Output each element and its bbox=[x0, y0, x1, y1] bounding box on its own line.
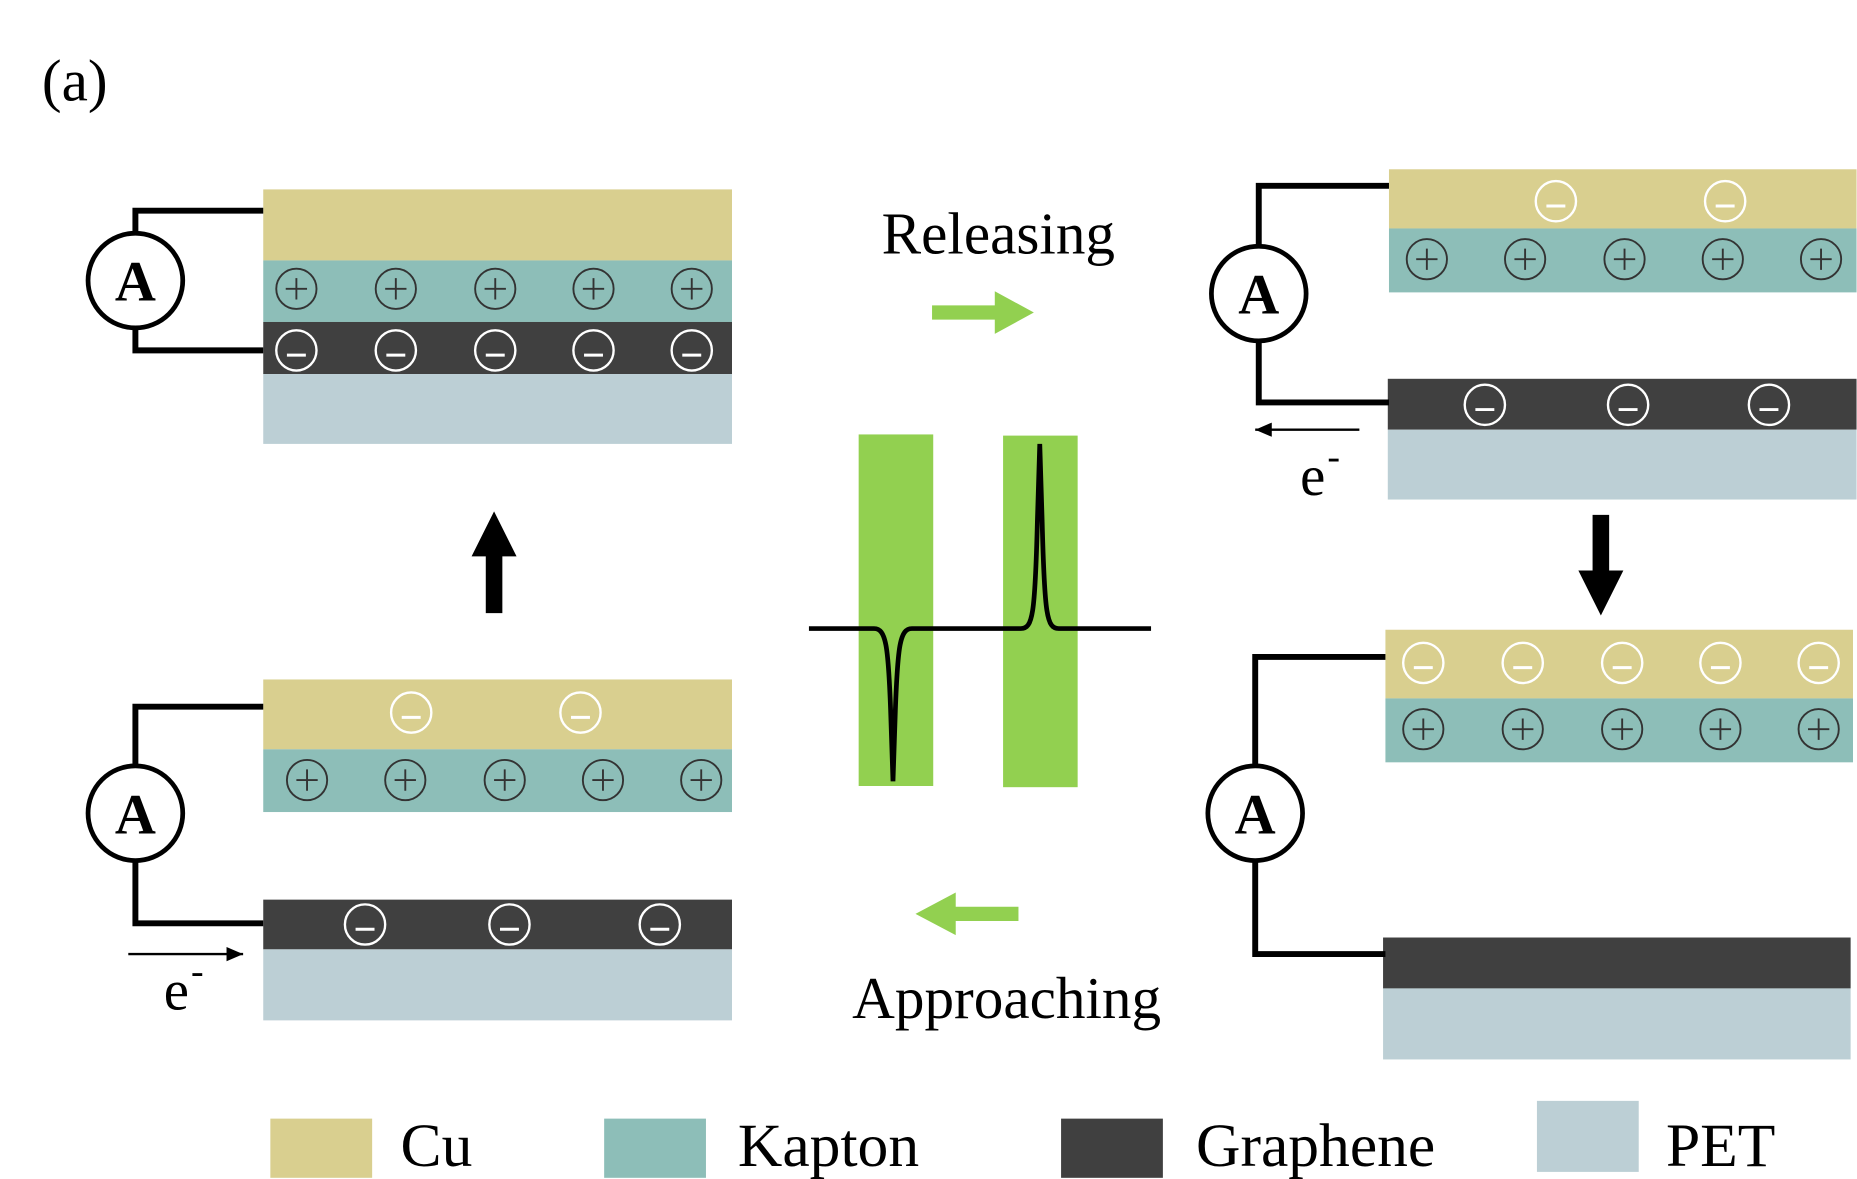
ammeter-label: A bbox=[115, 783, 156, 846]
legend-swatch bbox=[1061, 1119, 1163, 1178]
layer bbox=[263, 679, 732, 749]
ammeter-label: A bbox=[1238, 264, 1279, 327]
electron-symbol: e bbox=[1300, 445, 1325, 508]
electron-charge: - bbox=[1327, 436, 1340, 478]
arrow-head bbox=[1255, 423, 1272, 437]
layer bbox=[263, 189, 732, 260]
legend-label: Cu bbox=[401, 1112, 473, 1179]
legend-swatch bbox=[270, 1119, 372, 1178]
legend-label: Graphene bbox=[1196, 1112, 1435, 1179]
releasing-label: Releasing bbox=[882, 200, 1115, 266]
arrow-down bbox=[1578, 515, 1623, 616]
arrow-up bbox=[472, 511, 517, 613]
arrow-right bbox=[932, 291, 1034, 334]
layer bbox=[1383, 938, 1851, 989]
layer bbox=[263, 949, 732, 1020]
electron-charge: - bbox=[191, 951, 204, 993]
layer bbox=[1385, 698, 1853, 762]
legend-swatch bbox=[604, 1119, 706, 1178]
layer bbox=[1389, 228, 1857, 292]
legend-label: PET bbox=[1666, 1112, 1775, 1179]
ammeter-label: A bbox=[115, 251, 156, 314]
approaching-label: Approaching bbox=[852, 965, 1161, 1031]
panel-label: (a) bbox=[42, 48, 108, 114]
layer bbox=[1389, 169, 1857, 228]
layer bbox=[1385, 630, 1853, 699]
layer bbox=[1388, 430, 1857, 500]
electron-symbol: e bbox=[164, 960, 189, 1023]
arrow-head bbox=[227, 947, 244, 961]
legend-swatch bbox=[1537, 1101, 1639, 1172]
legend-label: Kapton bbox=[738, 1112, 919, 1179]
ammeter-label: A bbox=[1235, 783, 1276, 846]
arrow-left bbox=[915, 893, 1018, 936]
layer bbox=[1383, 988, 1851, 1059]
layer bbox=[263, 374, 732, 444]
figure: (a) Releasing Approaching AAe-Ae-ACuKapt… bbox=[0, 0, 1857, 1179]
